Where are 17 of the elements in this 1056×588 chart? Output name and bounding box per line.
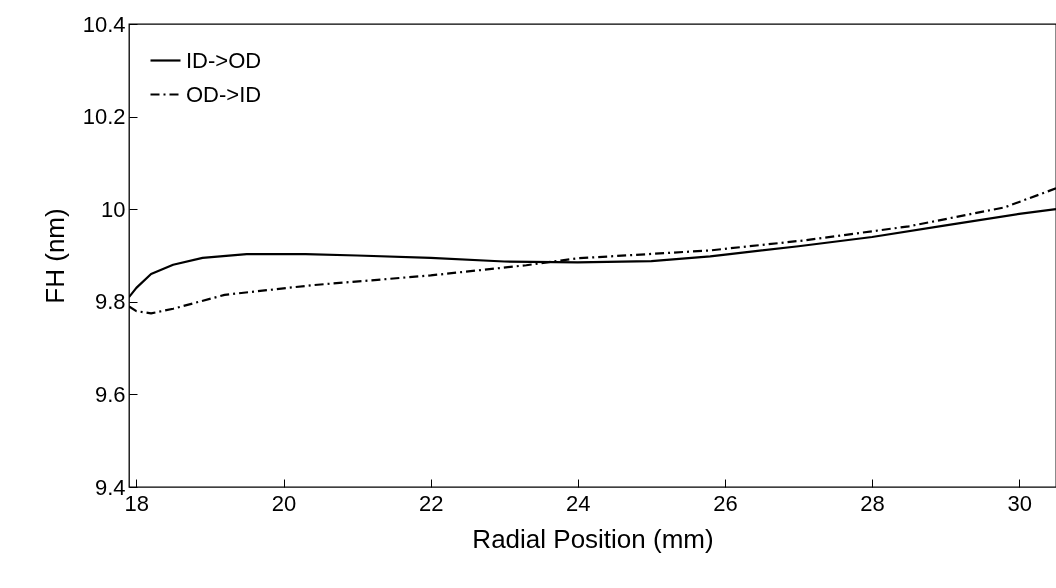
x-tick-label: 26 [713, 490, 738, 516]
x-tick-label: 24 [566, 490, 591, 516]
y-tick-label: 9.4 [94, 474, 126, 500]
x-tick-label: 30 [1007, 490, 1032, 516]
x-tick-label: 18 [124, 490, 150, 516]
y-tick-label: 9.8 [94, 289, 126, 315]
y-tick-label: 9.6 [94, 381, 126, 407]
x-axis-title: Radial Position (mm) [472, 523, 714, 554]
x-tick-label: 28 [860, 490, 885, 516]
y-tick-label: 10.4 [82, 11, 126, 37]
legend-label: ID->OD [186, 47, 262, 73]
x-tick-label: 22 [418, 490, 444, 516]
y-axis-title: FH (nm) [39, 208, 70, 304]
legend-label: OD->ID [186, 81, 262, 107]
y-tick-label: 10 [101, 196, 126, 222]
x-tick-label: 20 [271, 490, 297, 516]
y-tick-label: 10.2 [82, 104, 126, 130]
